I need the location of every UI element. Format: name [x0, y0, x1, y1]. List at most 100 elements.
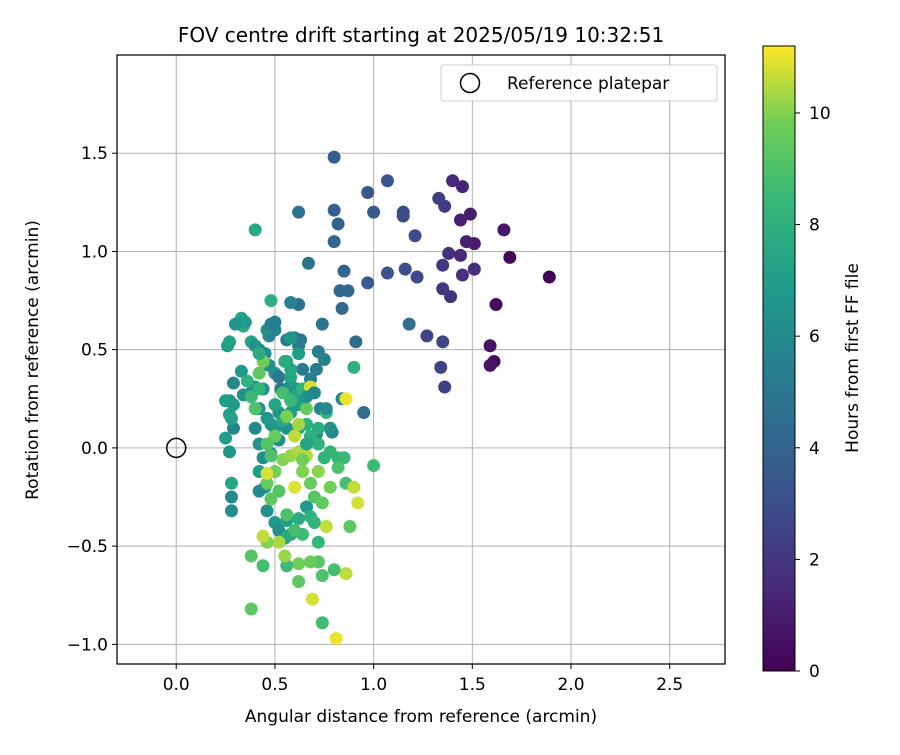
data-point — [434, 360, 448, 374]
data-point — [284, 331, 298, 345]
data-point — [252, 347, 266, 361]
data-point — [278, 549, 292, 563]
data-point — [288, 429, 302, 443]
data-point — [307, 516, 321, 530]
data-point — [327, 203, 341, 217]
data-point — [408, 229, 422, 243]
data-point — [292, 574, 306, 588]
data-point — [292, 512, 306, 526]
legend-label: Reference platepar — [507, 74, 669, 94]
data-point — [331, 461, 345, 475]
data-point — [244, 549, 258, 563]
data-point — [351, 496, 365, 510]
data-point — [260, 476, 274, 490]
data-point — [226, 421, 240, 435]
data-point — [284, 296, 298, 310]
data-point — [315, 569, 329, 583]
data-point — [349, 335, 363, 349]
data-point — [380, 266, 394, 280]
data-point — [224, 504, 238, 518]
data-point — [272, 484, 286, 498]
data-points — [219, 150, 556, 645]
data-point — [453, 248, 467, 262]
data-point — [420, 329, 434, 343]
data-point — [453, 213, 467, 227]
x-tick-label: 2.0 — [558, 675, 585, 695]
data-point — [260, 437, 274, 451]
grid — [117, 55, 725, 664]
data-point — [307, 386, 321, 400]
y-tick-label: 1.0 — [81, 242, 108, 262]
data-point — [442, 246, 456, 260]
data-point — [323, 421, 337, 435]
data-point — [264, 449, 278, 463]
y-tick-label: −0.5 — [67, 537, 108, 557]
y-tick-label: 0.0 — [81, 439, 108, 459]
colorbar-tick-label: 10 — [809, 104, 831, 124]
data-point — [398, 262, 412, 276]
data-point — [305, 592, 319, 606]
colorbar-tick-label: 2 — [809, 550, 820, 570]
x-axis-label: Angular distance from reference (arcmin) — [245, 707, 597, 727]
y-axis-label: Rotation from reference (arcmin) — [23, 220, 43, 500]
data-point — [467, 262, 481, 276]
data-point — [339, 567, 353, 581]
data-point — [483, 358, 497, 372]
data-point — [497, 223, 511, 237]
data-point — [315, 496, 329, 510]
data-point — [228, 317, 242, 331]
data-point — [463, 207, 477, 221]
data-point — [337, 264, 351, 278]
data-point — [248, 402, 262, 416]
data-point — [252, 366, 266, 380]
data-point — [329, 631, 343, 645]
y-axis-ticks: −1.0 −0.5 0.0 0.5 1.0 1.5 — [67, 144, 117, 655]
data-point — [319, 402, 333, 416]
data-point — [292, 557, 306, 571]
data-point — [264, 492, 278, 506]
y-tick-label: 1.5 — [81, 144, 108, 164]
data-point — [311, 437, 325, 451]
data-point — [341, 284, 355, 298]
data-point — [327, 563, 341, 577]
data-point — [244, 390, 258, 404]
x-tick-label: 1.0 — [360, 675, 387, 695]
data-point — [402, 317, 416, 331]
data-point — [224, 411, 238, 425]
legend-box — [440, 64, 718, 102]
data-point — [327, 150, 341, 164]
colorbar-ticks: 0 2 4 6 8 10 — [795, 104, 831, 682]
data-point — [272, 535, 286, 549]
data-point — [280, 508, 294, 522]
data-point — [309, 362, 323, 376]
colorbar-label: Hours from first FF file — [843, 263, 863, 453]
data-point — [248, 421, 262, 435]
data-point — [347, 480, 361, 494]
data-point — [311, 535, 325, 549]
data-point — [288, 523, 302, 537]
data-point — [219, 394, 233, 408]
data-point — [380, 174, 394, 188]
chart-title: FOV centre drift starting at 2025/05/19 … — [178, 23, 664, 47]
data-point — [234, 364, 248, 378]
colorbar-tick-label: 6 — [809, 327, 820, 347]
data-point — [292, 417, 306, 431]
data-point — [219, 431, 233, 445]
plot-frame — [116, 54, 726, 665]
data-point — [268, 429, 282, 443]
data-point — [224, 490, 238, 504]
data-point — [489, 297, 503, 311]
data-point — [280, 409, 294, 423]
data-point — [284, 394, 298, 408]
x-tick-label: 2.5 — [656, 675, 683, 695]
data-point — [256, 529, 270, 543]
x-tick-label: 0.5 — [261, 675, 288, 695]
data-point — [256, 559, 270, 573]
data-point — [455, 180, 469, 194]
data-point — [367, 459, 381, 473]
colorbar-tick-label: 8 — [809, 216, 820, 236]
data-point — [483, 339, 497, 353]
data-point — [260, 466, 274, 480]
data-point — [331, 217, 345, 231]
